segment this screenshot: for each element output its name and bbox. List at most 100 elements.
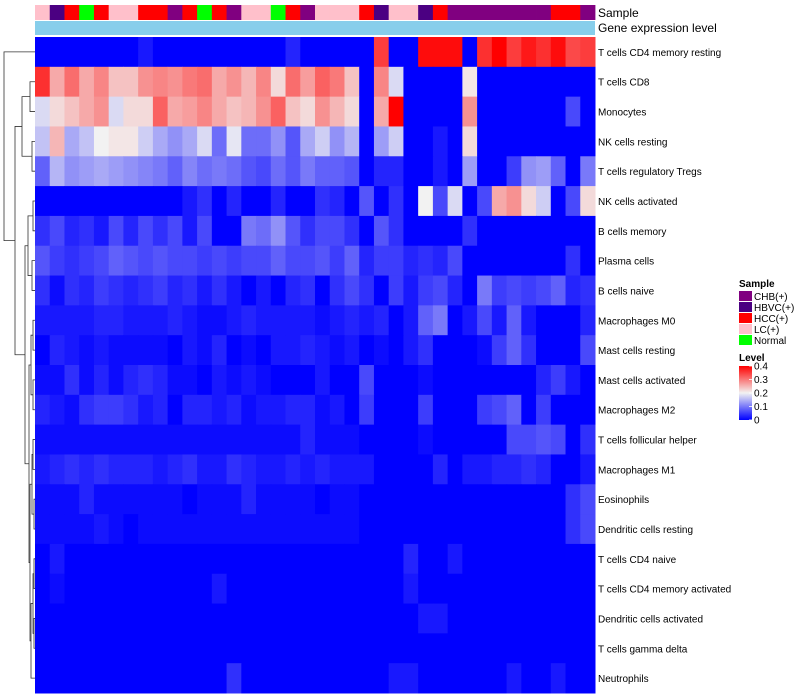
heatmap-cell [359,394,375,426]
heatmap-cell [256,663,272,694]
heatmap-cell [388,573,404,605]
heatmap-cell [64,663,80,694]
heatmap-cell [403,275,419,306]
heatmap-cell [108,454,124,485]
heatmap-cell [359,454,375,485]
heatmap-cell [491,126,508,157]
heatmap-cell [35,156,51,187]
heatmap-cell [344,335,360,366]
heatmap-cell [138,365,154,396]
heatmap-cell [182,66,198,98]
heatmap-cell [167,514,183,545]
heatmap-cell [536,424,552,455]
heatmap-cell [93,365,110,396]
heatmap-cell [315,215,331,247]
heatmap-cell [506,37,522,68]
heatmap-cell [270,245,287,277]
sample-cell [580,5,596,20]
heatmap-cell [432,126,449,157]
heatmap-cell [521,603,537,634]
sample-cell [491,5,507,20]
dendrogram-branch [14,126,25,356]
heatmap-cell [447,96,463,127]
heatmap-cell [315,37,331,68]
row-label: NK cells activated [598,197,677,208]
heatmap-cell [138,186,154,217]
heatmap-cell [108,156,124,187]
heatmap-cell [300,365,316,396]
sample-cell [285,5,301,20]
heatmap-cell [49,573,65,605]
heatmap-cell [565,424,581,455]
heatmap-cell [550,424,567,455]
heatmap-cell [49,394,65,426]
heatmap-cell [491,66,508,98]
heatmap-cell [462,66,478,98]
heatmap-cell [432,215,449,247]
heatmap-cell [211,394,228,426]
heatmap-cell [182,424,198,455]
heatmap-cell [64,215,80,247]
heatmap-cell [167,543,183,575]
heatmap-cell [182,156,198,187]
heatmap-cell [270,305,287,336]
heatmap-cell [344,156,360,187]
heatmap-cell [344,365,360,396]
heatmap-cell [373,454,390,485]
heatmap-cell [344,275,360,306]
heatmap-cell [477,215,493,247]
heatmap-cell [182,365,198,396]
heatmap-cell [329,365,345,396]
heatmap-cell [152,454,169,485]
heatmap-cell [521,275,537,306]
heatmap-cell [477,424,493,455]
heatmap-cell [432,663,449,694]
heatmap-cell [49,543,65,575]
heatmap-cell [447,573,463,605]
heatmap-cell [108,275,124,306]
gene-expression-level-track [35,21,595,35]
sample-cell [536,5,552,20]
heatmap-cell [79,484,95,515]
heatmap-cell [123,126,139,157]
heatmap-cell [256,424,272,455]
heatmap-cell [64,245,80,277]
heatmap-cell [270,365,287,396]
heatmap-cell [300,335,316,366]
heatmap-cell [565,186,581,217]
heatmap-cell [211,126,228,157]
heatmap-cell [300,633,316,664]
heatmap-cell [300,543,316,575]
heatmap-cell [138,305,154,336]
heatmap-cell [197,335,213,366]
heatmap-cell [49,245,65,277]
heatmap-cell [93,603,110,634]
heatmap-cell [108,543,124,575]
heatmap-cell [35,96,51,127]
sample-cell [462,5,478,20]
heatmap-cell [462,394,478,426]
heatmap-cell [432,424,449,455]
heatmap-cell [329,215,345,247]
heatmap-cell [167,603,183,634]
heatmap-cell [432,37,449,68]
sample-cell [477,5,493,20]
heatmap-cell [256,484,272,515]
heatmap-cell [373,603,390,634]
heatmap-cell [182,215,198,247]
heatmap-cell [211,663,228,694]
heatmap-cell [447,156,463,187]
heatmap-cell [49,156,65,187]
heatmap-cell [447,365,463,396]
heatmap-cell [373,633,390,664]
heatmap-cell [167,454,183,485]
heatmap-cell [167,663,183,694]
heatmap-cell [226,633,242,664]
heatmap-cell [580,215,596,247]
row-label: T cells regulatory Tregs [598,167,702,178]
heatmap-cell [79,633,95,664]
heatmap-cell [344,66,360,98]
heatmap-cell [49,633,65,664]
heatmap-cell [35,663,51,694]
sample-cell [256,5,272,20]
